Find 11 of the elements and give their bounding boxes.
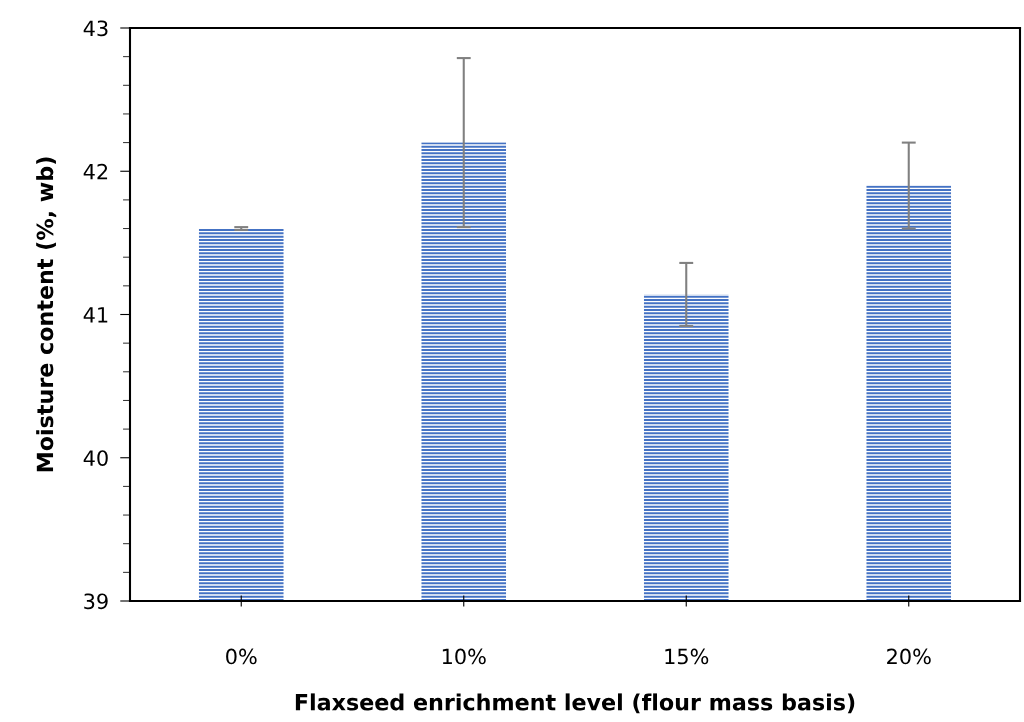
x-axis-title: Flaxseed enrichment level (flour mass basis) (295, 693, 855, 714)
x-tick-label: 10% (442, 648, 486, 665)
y-tick-label: 40 (83, 450, 108, 466)
x-tick-label: 20% (887, 648, 931, 665)
x-tick-label: 0% (226, 648, 257, 665)
y-axis-title: Moisture content (%, wb) (36, 157, 57, 472)
y-tick-label: 39 (84, 593, 108, 610)
y-tick-label: 41 (83, 307, 108, 323)
y-tick-label: 42 (83, 163, 108, 180)
y-tick-label: 43 (83, 20, 108, 37)
x-tick-label: 15% (665, 648, 709, 665)
